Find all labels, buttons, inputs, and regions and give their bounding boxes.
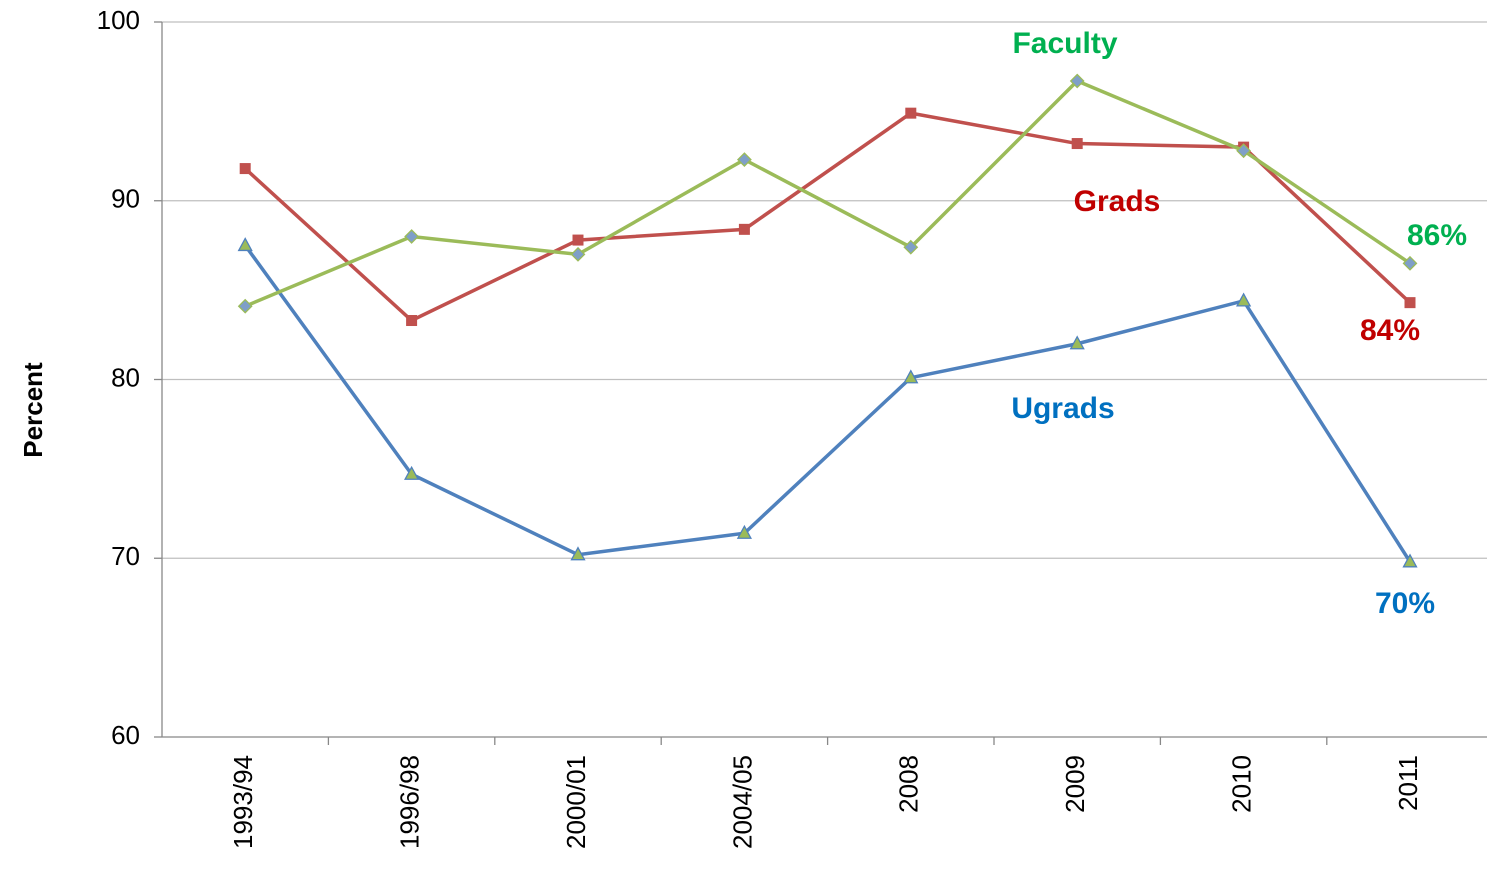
marker xyxy=(237,298,253,314)
x-tick-label: 2004/05 xyxy=(727,755,757,849)
marker xyxy=(404,465,420,480)
marker xyxy=(903,239,919,255)
series-label: Ugrads xyxy=(1011,392,1114,425)
x-tick-label: 1993/94 xyxy=(228,755,258,849)
marker xyxy=(1404,297,1416,309)
annotation: 84% xyxy=(1360,314,1420,347)
series-line xyxy=(244,78,1411,308)
y-tick-label: 70 xyxy=(111,541,140,571)
marker xyxy=(570,546,586,561)
marker xyxy=(406,315,418,327)
series-line xyxy=(244,111,1412,323)
x-tick-label: 2011 xyxy=(1393,755,1423,811)
marker xyxy=(572,234,584,246)
marker xyxy=(1236,292,1252,307)
marker xyxy=(1069,335,1085,350)
series-label: Grads xyxy=(1074,185,1161,218)
x-tick-label: 2000/01 xyxy=(561,755,591,849)
y-tick-label: 100 xyxy=(97,5,140,35)
x-tick-label: 2009 xyxy=(1060,755,1090,813)
series-label: Faculty xyxy=(1012,27,1117,60)
marker xyxy=(903,369,919,384)
y-tick-label: 60 xyxy=(111,720,140,750)
marker xyxy=(1402,553,1418,568)
marker xyxy=(404,229,420,244)
marker xyxy=(1069,73,1085,89)
y-tick-label: 80 xyxy=(111,362,140,392)
y-axis-label: Percent xyxy=(18,362,48,458)
marker xyxy=(905,107,917,119)
y-tick-label: 90 xyxy=(111,184,140,214)
marker xyxy=(738,223,750,235)
annotation: 70% xyxy=(1375,587,1435,620)
x-tick-label: 1996/98 xyxy=(394,755,424,849)
marker xyxy=(570,246,586,262)
x-tick-label: 2010 xyxy=(1226,755,1256,813)
marker xyxy=(1071,138,1083,150)
annotation: 86% xyxy=(1407,219,1467,252)
series-line xyxy=(243,244,1412,563)
marker xyxy=(1236,143,1252,159)
marker xyxy=(736,524,752,539)
marker xyxy=(237,237,253,252)
marker xyxy=(736,152,752,168)
marker xyxy=(239,163,251,175)
x-tick-label: 2008 xyxy=(894,755,924,813)
marker xyxy=(1402,255,1418,271)
